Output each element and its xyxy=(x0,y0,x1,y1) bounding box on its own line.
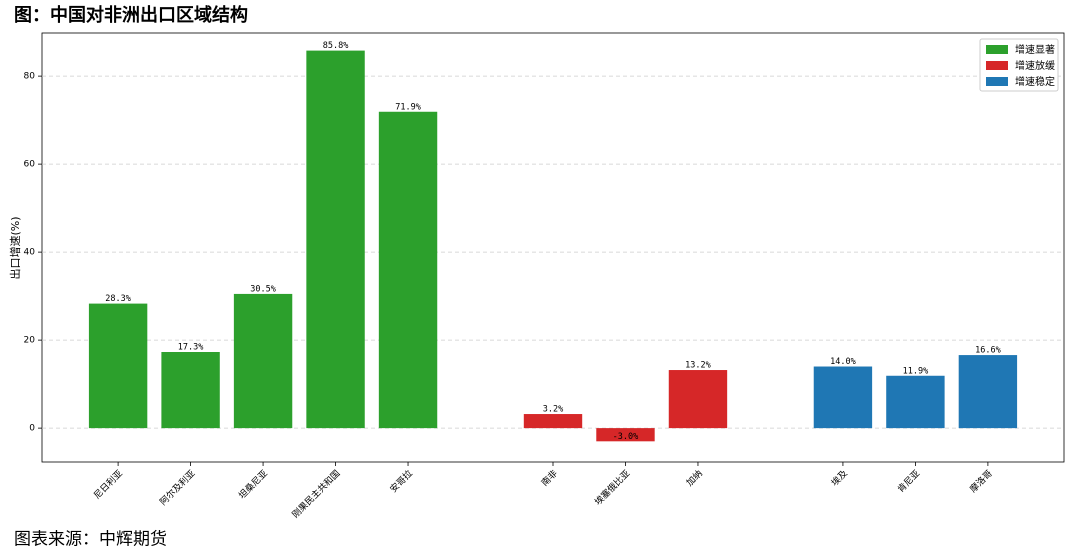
legend-swatch xyxy=(986,77,1008,86)
value-label: 16.6% xyxy=(975,346,1001,356)
value-label: 30.5% xyxy=(250,284,276,294)
value-label: 13.2% xyxy=(685,361,711,371)
value-label: 14.0% xyxy=(830,357,856,367)
x-tick-label: 南非 xyxy=(539,467,560,488)
value-label: 85.8% xyxy=(323,41,349,51)
x-tick-label: 加纳 xyxy=(684,467,705,488)
chart-title: 图：中国对非洲出口区域结构 xyxy=(14,4,248,26)
x-tick-label: 摩洛哥 xyxy=(967,467,995,495)
y-tick-label: 80 xyxy=(24,72,36,82)
x-tick-label: 安哥拉 xyxy=(387,467,415,495)
x-tick-label: 刚果民主共和国 xyxy=(289,467,342,520)
bar xyxy=(378,111,438,429)
bar xyxy=(668,370,728,429)
y-axis-label: 出口增速(%) xyxy=(8,216,22,279)
legend-swatch xyxy=(986,61,1008,70)
y-tick-label: 0 xyxy=(29,424,35,434)
bar xyxy=(958,355,1018,429)
bar xyxy=(161,352,220,429)
y-tick-label: 40 xyxy=(24,248,36,258)
value-label: 71.9% xyxy=(395,102,421,112)
value-label: 17.3% xyxy=(178,343,204,353)
value-label: -3.0% xyxy=(613,432,639,442)
bar xyxy=(886,375,945,429)
x-tick-label: 阿尔及利亚 xyxy=(157,467,197,507)
legend-label: 增速显著 xyxy=(1015,43,1055,56)
x-tick-label: 肯尼亚 xyxy=(895,467,923,495)
bar xyxy=(306,50,365,429)
value-label: 11.9% xyxy=(903,366,929,376)
x-tick-label: 坦桑尼亚 xyxy=(237,468,270,501)
legend-label: 增速稳定 xyxy=(1015,75,1055,88)
x-tick-label: 尼日利亚 xyxy=(91,467,125,501)
legend-label: 增速放缓 xyxy=(1015,59,1055,72)
value-label: 3.2% xyxy=(543,405,563,415)
y-tick-label: 20 xyxy=(24,336,36,346)
bar xyxy=(523,414,583,429)
bar xyxy=(233,293,293,429)
value-label: 28.3% xyxy=(105,294,131,304)
x-tick-label: 埃及 xyxy=(829,467,850,488)
source: 图表来源：中辉期货 xyxy=(14,530,167,550)
x-tick-label: 埃塞俄比亚 xyxy=(592,467,632,507)
bar xyxy=(813,366,873,429)
y-tick-label: 60 xyxy=(24,160,36,170)
bar xyxy=(88,303,148,429)
bar xyxy=(596,428,655,442)
legend-swatch xyxy=(986,45,1008,54)
